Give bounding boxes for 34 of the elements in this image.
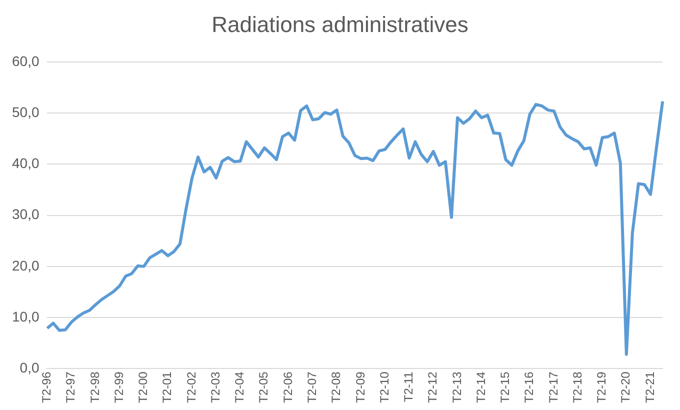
x-tick-label: T2-08 [329, 371, 344, 404]
y-tick-label: 60,0 [12, 52, 40, 69]
x-tick-label: T2-19 [594, 371, 609, 404]
x-tick-label: T2-03 [208, 371, 222, 404]
x-tick-label: T2-21 [642, 371, 657, 404]
x-tick-label: T2-97 [64, 371, 78, 404]
chart-title: Radiations administratives [210, 12, 470, 38]
x-tick-label: T2-11 [402, 371, 416, 402]
x-tick-label: T2-15 [498, 371, 512, 404]
y-tick-label: 50,0 [12, 104, 40, 120]
y-tick-label: 20,0 [12, 257, 40, 274]
x-tick-label: T2-09 [353, 371, 368, 404]
x-tick-label: T2-06 [280, 371, 295, 404]
y-tick-label: 0,0 [20, 360, 40, 376]
x-tick-label: T2-16 [522, 371, 536, 404]
x-tick-label: T2-04 [232, 371, 247, 404]
x-tick-label: T2-17 [546, 371, 560, 404]
x-tick-label: T2-01 [160, 371, 174, 404]
x-tick-label: T2-18 [570, 371, 584, 404]
x-tick-label: T2-02 [184, 371, 198, 404]
x-tick-label: T2-10 [377, 371, 392, 404]
y-tick-label: 30,0 [12, 206, 40, 222]
y-tick-label: 40,0 [12, 155, 40, 172]
x-tick-label: T2-98 [88, 371, 102, 404]
x-tick-label: T2-99 [112, 371, 126, 404]
x-tick-label: T2-13 [450, 371, 464, 404]
x-tick-label: T2-12 [426, 371, 440, 404]
x-tick-label: T2-05 [256, 371, 271, 404]
y-tick-label: 10,0 [12, 308, 40, 324]
x-tick-label: T2-07 [305, 371, 320, 404]
x-tick-label: T2-00 [136, 371, 150, 404]
x-tick-label: T2-20 [618, 371, 633, 404]
x-tick-label: T2-96 [40, 371, 54, 404]
x-tick-label: T2-14 [474, 371, 488, 404]
